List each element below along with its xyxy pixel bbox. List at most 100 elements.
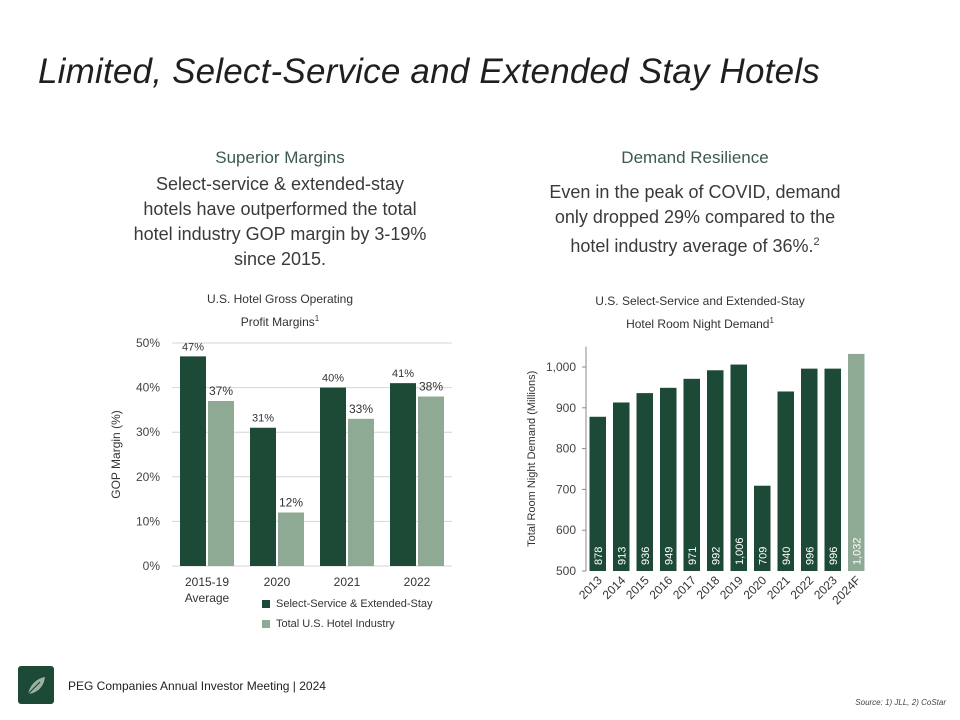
legend-swatch [262,620,270,628]
demand-bar [589,416,606,571]
x-tick-label: 2017 [670,573,699,602]
x-tick-label: 2018 [694,573,723,602]
data-label: 913 [616,547,628,565]
leaf-logo-icon [27,677,45,695]
data-label: 47% [182,341,204,353]
demand-bar [754,485,771,571]
demand-bar [613,402,630,571]
footnote-marker: 2 [813,236,820,248]
y-tick-label: 600 [556,523,576,537]
bar-select-service [320,387,346,566]
bar-select-service [250,427,276,566]
data-label: 31% [252,413,274,425]
y-tick-label: 20% [136,470,160,484]
chart-title-line: Hotel Room Night Demand1 [530,311,870,334]
y-tick-label: 1,000 [546,360,576,374]
x-tick-label: 2022 [788,573,817,602]
demand-bar [707,370,724,571]
chart-title-line: Profit Margins1 [140,309,420,332]
y-tick-label: 700 [556,482,576,496]
chart-title-text: Profit Margins [240,315,315,329]
source-note: Source: 1) JLL, 2) CoStar [855,698,946,707]
legend-swatch [262,600,270,608]
data-label: 996 [828,547,840,565]
margin-chart-title: U.S. Hotel Gross Operating Profit Margin… [140,290,420,332]
company-logo [18,666,54,704]
x-tick-label: 2022 [404,575,431,589]
y-tick-label: 900 [556,401,576,415]
data-label: 12% [279,495,303,509]
data-label: 1,006 [734,537,746,565]
data-label: 936 [640,547,652,565]
demand-bar [824,368,841,571]
margins-description-line: since 2015. [233,249,327,269]
demand-bar [636,393,653,571]
y-tick-label: 10% [136,514,160,528]
x-tick-label: 2014 [600,573,629,602]
bar-total-industry [278,512,304,566]
data-label: 40% [322,373,344,385]
demand-bar [801,368,818,571]
data-label: 996 [804,547,816,565]
data-label: 878 [593,547,605,565]
y-tick-label: 30% [136,425,160,439]
chart-title-line: U.S. Hotel Gross Operating [206,292,354,306]
demand-bar [730,364,747,571]
bar-total-industry [348,418,374,566]
demand-description-line: Even in the peak of COVID, demand [549,182,841,202]
margins-heading: Superior Margins [215,148,345,167]
demand-heading: Demand Resilience [621,148,769,167]
margins-description-line: hotel industry GOP margin by 3-19% [133,224,427,244]
data-label: 992 [710,547,722,565]
footnote-marker: 1 [769,316,774,325]
demand-chart-title: U.S. Select-Service and Extended-Stay Ho… [530,292,870,334]
demand-bar [660,387,677,571]
y-axis-label: Total Room Night Demand (Millions) [526,371,538,547]
legend-item-total-industry: Total U.S. Hotel Industry [262,618,395,630]
chart-title-line: U.S. Select-Service and Extended-Stay [595,294,805,308]
x-tick-label: 2020 [741,573,770,602]
y-axis-label: GOP Margin (%) [109,410,123,498]
bar-total-industry [418,396,444,566]
footer-meeting-label: PEG Companies Annual Investor Meeting | … [68,679,326,693]
legend-label: Select-Service & Extended-Stay [276,598,433,610]
footnote-marker: 1 [314,314,320,323]
margins-description-line: hotels have outperformed the total [143,199,417,219]
x-tick-label: 2015-19 [185,575,229,589]
demand-description-line: hotel industry average of 36%.2 [500,230,890,259]
data-label: 38% [419,380,443,394]
bar-select-service [180,356,206,566]
bar-select-service [390,383,416,566]
demand-description-text: hotel industry average of 36%. [570,236,814,256]
margins-description: Select-service & extended-stay hotels ha… [90,172,470,272]
demand-bar [683,378,700,571]
legend-label: Total U.S. Hotel Industry [276,618,395,630]
margins-description-line: Select-service & extended-stay [155,174,405,194]
demand-bar [777,391,794,571]
demand-description: Even in the peak of COVID, demand only d… [500,180,890,259]
y-tick-label: 50% [136,336,160,350]
x-tick-label: 2021 [334,575,361,589]
x-tick-label: 2019 [717,573,746,602]
y-tick-label: 800 [556,442,576,456]
legend-item-select-service: Select-Service & Extended-Stay [262,598,433,610]
x-tick-label: 2015 [623,573,652,602]
data-label: 971 [687,547,699,565]
data-label: 949 [663,547,675,565]
y-tick-label: 0% [143,559,161,573]
y-tick-label: 500 [556,564,576,578]
data-label: 1,032 [851,537,863,565]
data-label: 33% [349,402,373,416]
data-label: 940 [781,547,793,565]
slide-title: Limited, Select-Service and Extended Sta… [38,52,820,91]
x-tick-label: 2016 [647,573,676,602]
data-label: 41% [392,368,414,380]
data-label: 709 [757,547,769,565]
x-tick-label: Average [185,591,230,605]
x-tick-label: 2020 [264,575,291,589]
chart-title-text: Hotel Room Night Demand [626,317,770,331]
demand-description-line: only dropped 29% compared to the [554,207,836,227]
x-tick-label: 2021 [764,573,793,602]
